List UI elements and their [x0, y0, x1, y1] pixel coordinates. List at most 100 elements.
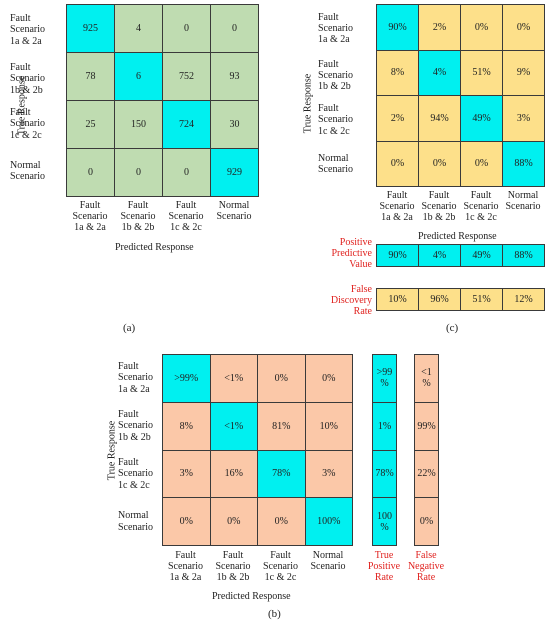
row-label-a-2: Fault Scenario 1c & 2c: [10, 107, 45, 141]
cell-b-r1-c0: 8%: [162, 401, 211, 451]
row-label-b-0: Fault Scenario 1a & 2a: [118, 361, 153, 395]
x-axis-label-a: Predicted Response: [115, 242, 194, 253]
cell-c-r0-c0: 90%: [376, 4, 419, 51]
cell-c-r1-c3: 9%: [502, 49, 545, 96]
fnr-column: <1 % 99% 22% 0%: [414, 354, 439, 546]
cell-b-r0-c0: >99%: [162, 354, 211, 403]
cell-c-r0-c1: 2%: [418, 4, 461, 51]
row-label-a-1: Fault Scenario 1b & 2b: [10, 62, 45, 96]
cell-a-r0-c3: 0: [210, 4, 259, 53]
fnr-cell-r2-c0: 22%: [414, 449, 439, 499]
tpr-cell-r3-c0: 100 %: [372, 497, 397, 546]
cell-a-r0-c1: 4: [114, 4, 163, 53]
cell-b-r0-c1: <1%: [209, 354, 258, 403]
cell-b-r3-c2: 0%: [257, 497, 306, 546]
cell-b-r1-c2: 81%: [257, 401, 306, 451]
row-label-c-0: Fault Scenario 1a & 2a: [318, 11, 353, 46]
cell-a-r3-c0: 0: [66, 148, 115, 197]
cell-a-r3-c1: 0: [114, 148, 163, 197]
fdr-row: 10% 96% 51% 12%: [376, 288, 545, 311]
cell-b-r2-c3: 3%: [304, 449, 353, 499]
ppv-label: Positive Predictive Value: [331, 237, 372, 271]
row-label-c-3: Normal Scenario: [318, 152, 353, 175]
tpr-label: True Positive Rate: [367, 550, 401, 584]
cell-b-r2-c1: 16%: [209, 449, 258, 499]
cell-b-r3-c0: 0%: [162, 497, 211, 546]
matrix-grid-b: >99% <1% 0% 0% 8% <1% 81% 10% 3% 16% 78% 3% 0% 0% 0% 10…: [162, 354, 353, 546]
ppv-cell-r0-c3: 88%: [502, 244, 545, 267]
col-label-c-2: Fault Scenario 1c & 2c: [463, 190, 499, 224]
cell-c-r2-c1: 94%: [418, 95, 461, 142]
fdr-cell-r0-c0: 10%: [376, 288, 419, 311]
y-axis-label-c: True Response: [302, 73, 314, 134]
cell-b-r2-c0: 3%: [162, 449, 211, 499]
cell-a-r1-c2: 752: [162, 52, 211, 101]
col-label-c-0: Fault Scenario 1a & 2a: [379, 190, 415, 224]
row-label-a-0: Fault Scenario 1a & 2a: [10, 13, 45, 47]
cell-a-r1-c3: 93: [210, 52, 259, 101]
cell-c-r0-c3: 0%: [502, 4, 545, 51]
cell-b-r2-c2: 78%: [257, 449, 306, 499]
cell-a-r2-c3: 30: [210, 100, 259, 149]
fdr-cell-r0-c3: 12%: [502, 288, 545, 311]
y-axis-label-b: True Response: [106, 420, 118, 481]
cell-c-r3-c3: 88%: [502, 140, 545, 187]
cell-a-r2-c2: 724: [162, 100, 211, 149]
cell-c-r1-c1: 4%: [418, 49, 461, 96]
cell-c-r3-c0: 0%: [376, 140, 419, 187]
cell-a-r1-c0: 78: [66, 52, 115, 101]
tpr-column: >99 % 1% 78% 100 %: [372, 354, 397, 546]
cell-b-r3-c1: 0%: [209, 497, 258, 546]
row-label-c-1: Fault Scenario 1b & 2b: [318, 58, 353, 93]
ppv-cell-r0-c2: 49%: [460, 244, 503, 267]
cell-a-r0-c0: 925: [66, 4, 115, 53]
fdr-label: False Discovery Rate: [330, 284, 372, 318]
matrix-grid-a: 925 4 0 0 78 6 752 93 25 150 724 30 0 0 0 929: [66, 4, 259, 197]
cell-b-r1-c3: 10%: [304, 401, 353, 451]
subfigure-label-c: (c): [446, 322, 459, 334]
cell-c-r2-c3: 3%: [502, 95, 545, 142]
cell-a-r3-c3: 929: [210, 148, 259, 197]
ppv-cell-r0-c1: 4%: [418, 244, 461, 267]
tpr-cell-r0-c0: >99 %: [372, 354, 397, 403]
col-label-a-1: Fault Scenario 1b & 2b: [120, 200, 156, 234]
fdr-cell-r0-c1: 96%: [418, 288, 461, 311]
tpr-cell-r1-c0: 1%: [372, 401, 397, 451]
tpr-cell-r2-c0: 78%: [372, 449, 397, 499]
row-label-c-2: Fault Scenario 1c & 2c: [318, 103, 353, 137]
cell-c-r1-c0: 8%: [376, 49, 419, 96]
col-label-a-3: Normal Scenario: [216, 200, 252, 223]
col-label-c-3: Normal Scenario: [505, 190, 541, 213]
cell-b-r3-c3: 100%: [304, 497, 353, 546]
cell-b-r1-c1: <1%: [209, 401, 258, 451]
cell-c-r0-c2: 0%: [460, 4, 503, 51]
subfigure-label-a: (a): [123, 322, 136, 334]
row-label-b-1: Fault Scenario 1b & 2b: [118, 409, 153, 443]
col-label-a-2: Fault Scenario 1c & 2c: [168, 200, 204, 234]
row-label-b-2: Fault Scenario 1c & 2c: [118, 457, 153, 491]
col-label-c-1: Fault Scenario 1b & 2b: [421, 190, 457, 224]
col-label-b-2: Fault Scenario 1c & 2c: [263, 550, 298, 584]
x-axis-label-c: Predicted Response: [418, 231, 497, 242]
matrix-grid-c: 90% 2% 0% 0% 8% 4% 51% 9% 2% 94% 49% 3% 0% 0% 0% 88%: [376, 4, 545, 187]
cell-b-r0-c2: 0%: [257, 354, 306, 403]
cell-c-r3-c2: 0%: [460, 140, 503, 187]
fnr-cell-r0-c0: <1 %: [414, 354, 439, 403]
cell-c-r2-c0: 2%: [376, 95, 419, 142]
row-label-a-3: Normal Scenario: [10, 159, 45, 182]
fnr-cell-r1-c0: 99%: [414, 401, 439, 451]
cell-a-r2-c0: 25: [66, 100, 115, 149]
ppv-row: 90% 4% 49% 88%: [376, 244, 545, 267]
cell-a-r1-c1: 6: [114, 52, 163, 101]
x-axis-label-b: Predicted Response: [212, 591, 291, 602]
subfigure-label-b: (b): [268, 608, 281, 620]
col-label-b-0: Fault Scenario 1a & 2a: [168, 550, 203, 584]
col-label-b-1: Fault Scenario 1b & 2b: [215, 550, 251, 584]
cell-a-r3-c2: 0: [162, 148, 211, 197]
fnr-label: False Negative Rate: [407, 550, 445, 584]
cell-c-r1-c2: 51%: [460, 49, 503, 96]
fdr-cell-r0-c2: 51%: [460, 288, 503, 311]
cell-c-r2-c2: 49%: [460, 95, 503, 142]
cell-a-r2-c1: 150: [114, 100, 163, 149]
cell-a-r0-c2: 0: [162, 4, 211, 53]
